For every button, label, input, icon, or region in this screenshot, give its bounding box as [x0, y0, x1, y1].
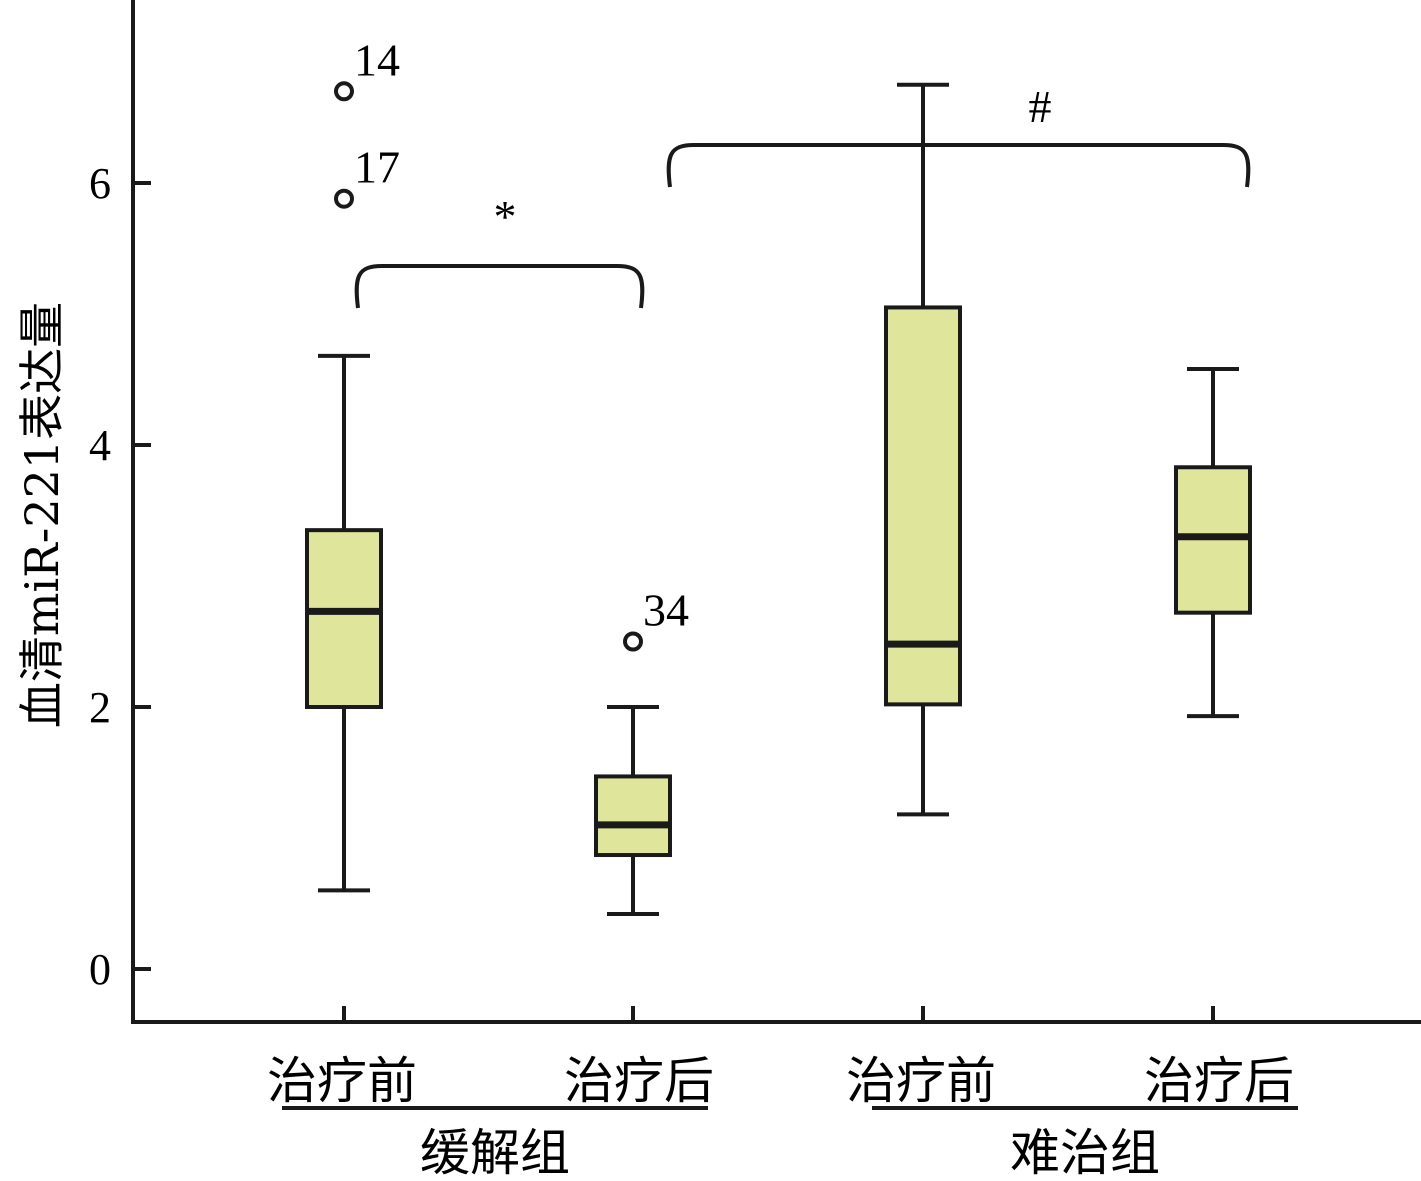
iqr-box: [884, 305, 962, 707]
outlier-point: [334, 188, 354, 209]
outlier-point: [623, 631, 643, 652]
y-tick-label: 6: [89, 159, 111, 208]
y-tick-label: 4: [89, 421, 111, 470]
y-axis-label: 血清miR-221表达量: [15, 302, 69, 728]
boxes: [305, 82, 1252, 916]
x-tick-label: 治疗前: [267, 1053, 417, 1109]
box-2: [884, 82, 962, 817]
box-0: [305, 353, 383, 893]
x-tick-label: 治疗后: [564, 1053, 714, 1109]
axes: 0 2 4 6: [89, 0, 1421, 1024]
significance-bracket-remission: [354, 264, 645, 309]
group-label: 难治组: [1010, 1125, 1160, 1181]
y-tick-label: 0: [89, 945, 111, 994]
iqr-box: [594, 774, 672, 858]
x-tick-label: 治疗前: [846, 1053, 996, 1109]
box-3: [1174, 367, 1252, 719]
outlier-label: 17: [354, 142, 400, 193]
significance-label: #: [1029, 81, 1052, 132]
significance-bracket-refractory: [666, 143, 1251, 188]
outlier-label: 34: [643, 585, 689, 636]
iqr-box: [305, 528, 383, 710]
significance-label: *: [494, 191, 517, 242]
x-tick-label: 治疗后: [1144, 1053, 1294, 1109]
outlier-label: 14: [354, 34, 400, 85]
box-1: [594, 705, 672, 916]
outlier-point: [334, 81, 354, 102]
annotations: 14 17 34 * #: [334, 34, 1251, 652]
group-label: 缓解组: [420, 1125, 570, 1181]
y-tick-label: 2: [89, 683, 111, 732]
